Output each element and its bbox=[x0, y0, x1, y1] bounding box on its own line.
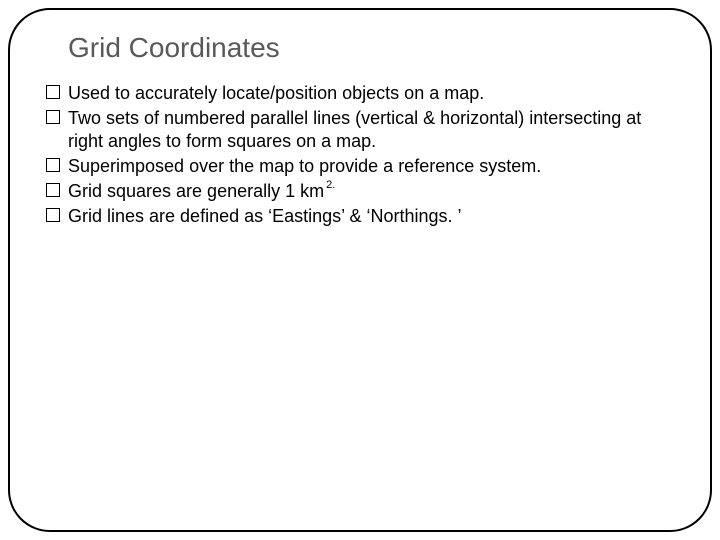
bullet-text: Two sets of numbered parallel lines (ver… bbox=[68, 108, 641, 151]
bullet-text: Grid lines are defined as ‘Eastings’ & ‘… bbox=[68, 206, 462, 226]
square-bullet-icon bbox=[46, 158, 60, 172]
list-item: Superimposed over the map to provide a r… bbox=[46, 155, 674, 178]
list-item: Two sets of numbered parallel lines (ver… bbox=[46, 107, 674, 153]
square-bullet-icon bbox=[46, 208, 60, 222]
square-bullet-icon bbox=[46, 110, 60, 124]
bullet-text: Grid squares are generally 1 km bbox=[68, 181, 324, 201]
square-bullet-icon bbox=[46, 85, 60, 99]
bullet-text: Used to accurately locate/position objec… bbox=[68, 83, 484, 103]
list-item: Grid squares are generally 1 km2. bbox=[46, 180, 674, 203]
slide-title: Grid Coordinates bbox=[68, 32, 674, 64]
square-bullet-icon bbox=[46, 183, 60, 197]
list-item: Grid lines are defined as ‘Eastings’ & ‘… bbox=[46, 205, 674, 228]
bullet-list: Used to accurately locate/position objec… bbox=[46, 82, 674, 228]
bullet-superscript: 2. bbox=[326, 179, 335, 191]
slide-frame: Grid Coordinates Used to accurately loca… bbox=[8, 8, 712, 532]
list-item: Used to accurately locate/position objec… bbox=[46, 82, 674, 105]
bullet-text: Superimposed over the map to provide a r… bbox=[68, 156, 541, 176]
